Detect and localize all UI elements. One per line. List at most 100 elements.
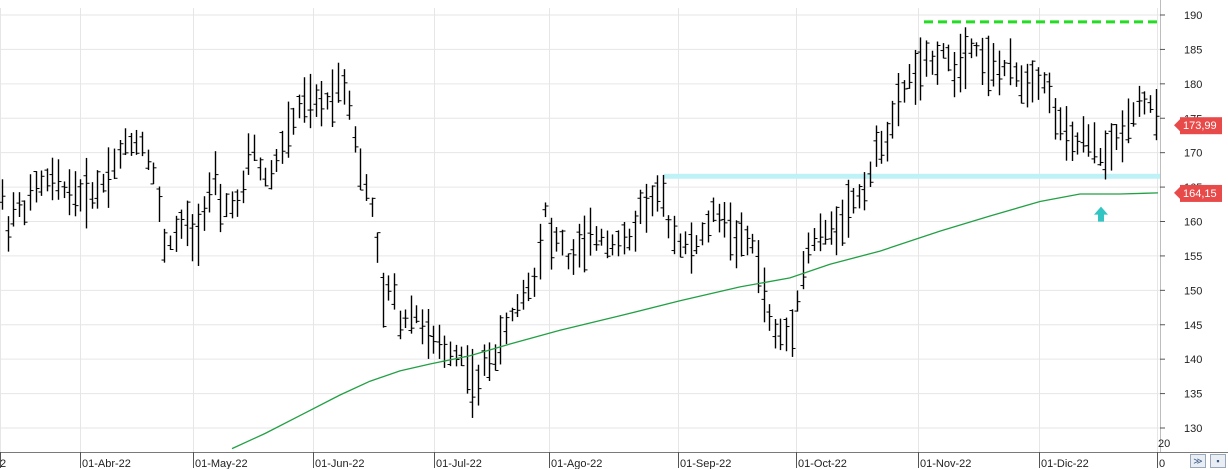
ohlc-bar <box>335 62 342 103</box>
ohlc-bar <box>682 231 689 255</box>
x-tick-label: 01-Abr-22 <box>82 458 131 469</box>
save-icon[interactable]: ▪ <box>1210 454 1226 468</box>
ohlc-bar <box>548 217 555 270</box>
ohlc-bar <box>111 148 118 180</box>
ohlc-bar <box>716 203 723 233</box>
ohlc-bar <box>145 149 152 170</box>
ohlc-bar <box>957 33 964 93</box>
ohlc-bar <box>1091 122 1098 164</box>
ohlc-bar <box>307 73 314 129</box>
x-tick-label: 01-Dic-22 <box>1041 458 1089 469</box>
x-tick-label: 0 <box>1159 458 1165 469</box>
ohlc-bar <box>273 148 280 172</box>
ohlc-bar <box>436 324 443 359</box>
ohlc-bar <box>912 49 919 105</box>
ohlc-bar <box>33 171 40 203</box>
ohlc-bar <box>587 207 594 256</box>
ohlc-bar <box>934 41 941 85</box>
support-line <box>664 173 1160 179</box>
ohlc-bar <box>1085 124 1092 157</box>
ohlc-bar <box>649 185 656 217</box>
ohlc-bar <box>805 232 812 264</box>
ohlc-bar <box>161 228 168 263</box>
ohlc-bar <box>749 233 756 254</box>
ohlc-bar <box>867 161 874 188</box>
ohlc-bar <box>609 234 616 256</box>
x-tick-label: 01-Jul-22 <box>436 458 482 469</box>
ohlc-bar <box>783 317 790 352</box>
ohlc-bar <box>660 174 667 217</box>
ohlc-bar <box>441 335 448 368</box>
ohlc-bar <box>677 233 684 258</box>
ohlc-bar <box>699 222 706 246</box>
close-price-tag-bg <box>1180 117 1222 135</box>
ohlc-bar <box>402 309 409 328</box>
ohlc-bar <box>1141 91 1148 115</box>
y-tick-label: 160 <box>1184 217 1202 229</box>
ohlc-bar <box>643 183 650 233</box>
ohlc-bar <box>514 294 521 318</box>
ohlc-bar <box>962 27 969 90</box>
ohlc-bar <box>1113 124 1120 150</box>
ohlc-bar <box>789 309 796 357</box>
ohlc-bar <box>66 169 73 216</box>
ohlc-bar <box>923 40 930 77</box>
ohlc-bar <box>486 342 493 382</box>
ohlc-bar <box>44 168 51 192</box>
ohlc-bar <box>996 50 1003 96</box>
x-tick-label: 01-Ago-22 <box>551 458 602 469</box>
ohlc-bar <box>537 223 544 280</box>
ohlc-bar <box>878 130 885 164</box>
ohlc-bar <box>1018 65 1025 104</box>
ohlc-bar <box>861 172 868 211</box>
corner-label: 20 <box>1158 438 1170 450</box>
ohlc-bar <box>990 43 997 87</box>
ohlc-bar <box>1024 63 1031 108</box>
ohlc-bar <box>850 188 857 214</box>
scroll-fast-icon[interactable]: ≫ <box>1190 454 1206 468</box>
ohlc-bar <box>475 364 482 406</box>
ohlc-bar <box>1102 130 1109 180</box>
x-tick-label: 2 <box>0 458 6 469</box>
ohlc-bar <box>128 132 135 156</box>
ohlc-bar <box>1041 72 1048 94</box>
ohlc-bar <box>665 215 672 239</box>
ohlc-bar <box>408 295 415 334</box>
ohlc-bar <box>856 184 863 209</box>
ohlc-bar <box>385 275 392 301</box>
ohlc-bar <box>391 273 398 310</box>
ohlc-bar <box>117 139 124 169</box>
ohlc-bar <box>83 157 90 229</box>
ohlc-bar <box>318 80 325 127</box>
ohlc-bar <box>525 272 532 302</box>
ohlc-bar <box>301 77 308 123</box>
ohlc-bar <box>1125 98 1132 144</box>
ohlc-bar <box>329 69 336 128</box>
close-price-tag: 173,99 <box>1174 117 1222 135</box>
ohlc-bar <box>122 128 129 156</box>
ohlc-bar <box>397 310 404 340</box>
ohlc-bar <box>481 344 488 376</box>
ohlc-bar <box>341 69 348 105</box>
ohlc-bar <box>637 189 644 225</box>
ohlc-bar <box>105 147 112 208</box>
y-tick-label: 150 <box>1184 285 1202 297</box>
ohlc-bar <box>229 191 236 219</box>
ohlc-bar <box>285 101 292 158</box>
ohlc-bar <box>581 215 588 273</box>
ohlc-bar <box>772 319 779 349</box>
price-tags: 173,99 164,15 <box>1174 117 1222 202</box>
ohlc-bar <box>251 134 258 162</box>
ohlc-bar <box>94 170 101 209</box>
ohlc-bar <box>520 279 527 310</box>
ohlc-bar <box>895 73 902 127</box>
ohlc-bar <box>1147 95 1154 113</box>
ohlc-bar <box>761 267 768 323</box>
ohlc-bar <box>469 348 476 418</box>
ohlc-bar <box>604 230 611 259</box>
ma-price-tag: 164,15 <box>1174 184 1222 202</box>
ohlc-bar <box>1136 85 1143 117</box>
ohlc-bar <box>1001 59 1008 77</box>
y-tick-label: 155 <box>1184 251 1202 263</box>
x-tick-label: 01-Sep-22 <box>680 458 731 469</box>
